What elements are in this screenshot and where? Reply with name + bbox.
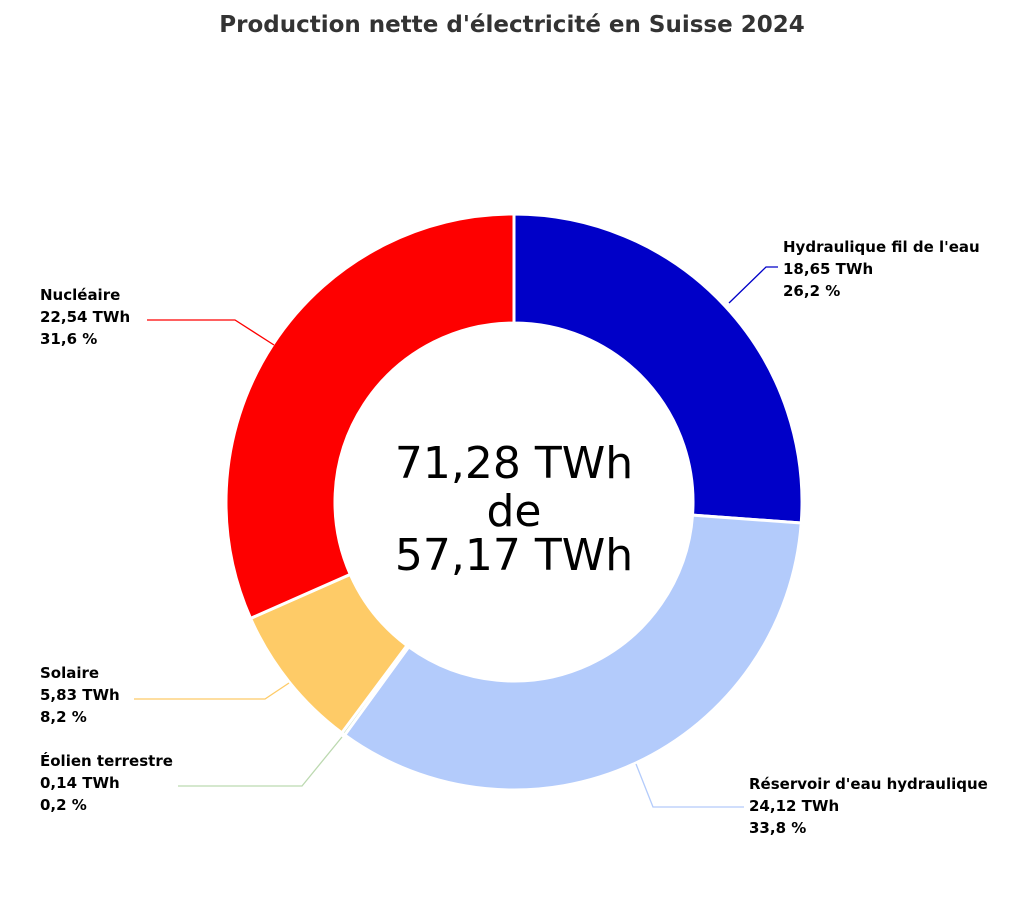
- label-value-solaire: 5,83 TWh: [40, 686, 120, 704]
- label-percent-reservoir-d-eau-hydraulique: 33,8 %: [749, 819, 806, 837]
- slice-hydraulique-fil-de-l-eau[interactable]: [512, 212, 804, 525]
- label-value-hydraulique-fil-de-l-eau: 18,65 TWh: [783, 260, 873, 278]
- label-value-eolien-terrestre: 0,14 TWh: [40, 774, 120, 792]
- leader-reservoir-d-eau-hydraulique: [635, 763, 744, 808]
- leader-solaire: [134, 682, 290, 700]
- leader-hydraulique-fil-de-l-eau: [728, 266, 778, 304]
- label-name-reservoir-d-eau-hydraulique: Réservoir d'eau hydraulique: [749, 775, 988, 793]
- center-text-line-2: de: [487, 486, 542, 537]
- label-name-solaire: Solaire: [40, 664, 99, 682]
- slice-nucleaire[interactable]: [224, 212, 516, 620]
- leader-lines: [134, 266, 778, 808]
- label-value-reservoir-d-eau-hydraulique: 24,12 TWh: [749, 797, 839, 815]
- center-text-line-1: 71,28 TWh: [395, 438, 633, 489]
- leader-nucleaire: [147, 319, 275, 346]
- label-value-nucleaire: 22,54 TWh: [40, 308, 130, 326]
- chart-title: Production nette d'électricité en Suisse…: [219, 12, 805, 38]
- label-name-hydraulique-fil-de-l-eau: Hydraulique fil de l'eau: [783, 238, 980, 256]
- donut-slices: [224, 212, 804, 792]
- center-text-line-3: 57,17 TWh: [395, 530, 633, 581]
- slice-labels: Hydraulique fil de l'eau 18,65 TWh 26,2 % R…: [40, 238, 988, 837]
- label-name-eolien-terrestre: Éolien terrestre: [40, 751, 173, 770]
- label-percent-eolien-terrestre: 0,2 %: [40, 796, 87, 814]
- label-percent-nucleaire: 31,6 %: [40, 330, 97, 348]
- label-name-nucleaire: Nucléaire: [40, 286, 120, 304]
- slice-reservoir-d-eau-hydraulique[interactable]: [343, 513, 803, 792]
- label-percent-hydraulique-fil-de-l-eau: 26,2 %: [783, 282, 840, 300]
- label-percent-solaire: 8,2 %: [40, 708, 87, 726]
- leader-eolien-terrestre: [178, 736, 343, 787]
